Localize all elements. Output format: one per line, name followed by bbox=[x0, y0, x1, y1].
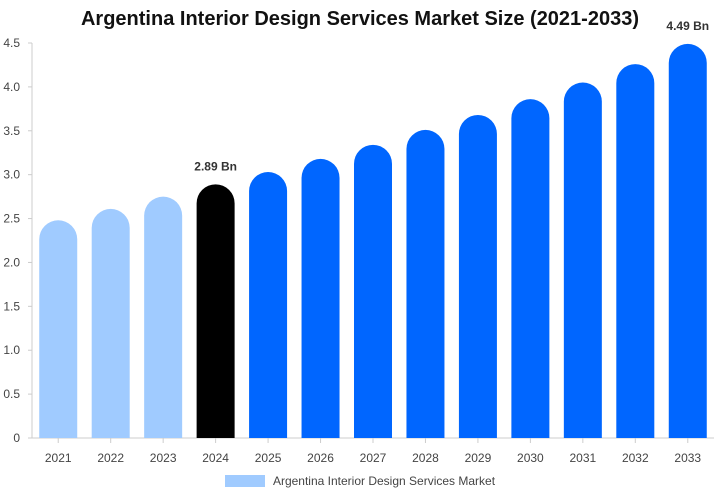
y-tick-label: 3.0 bbox=[3, 168, 20, 182]
data-label: 2.89 Bn bbox=[194, 159, 237, 173]
data-label: 4.49 Bn bbox=[666, 19, 709, 33]
y-tick-label: 1.0 bbox=[3, 343, 20, 357]
y-tick-label: 4.0 bbox=[3, 80, 20, 94]
legend: Argentina Interior Design Services Marke… bbox=[0, 474, 720, 488]
bar-2022 bbox=[91, 208, 130, 438]
x-tick-label: 2028 bbox=[412, 451, 439, 465]
x-tick-label: 2031 bbox=[569, 451, 596, 465]
bar-2025 bbox=[249, 172, 288, 439]
legend-swatch bbox=[224, 475, 265, 487]
x-tick-label: 2029 bbox=[465, 451, 492, 465]
x-tick-label: 2022 bbox=[97, 451, 124, 465]
bar-2028 bbox=[406, 129, 445, 438]
bar-2024 bbox=[196, 184, 235, 438]
x-tick-label: 2025 bbox=[255, 451, 282, 465]
bar-2023 bbox=[144, 196, 183, 438]
bar-2033 bbox=[668, 43, 707, 438]
y-tick-label: 2.5 bbox=[3, 212, 20, 226]
bar-2030 bbox=[511, 99, 550, 438]
y-tick-label: 0.5 bbox=[3, 387, 20, 401]
bar-2026 bbox=[301, 158, 340, 438]
y-tick-label: 2.0 bbox=[3, 255, 20, 269]
x-tick-label: 2033 bbox=[674, 451, 701, 465]
x-tick-label: 2026 bbox=[307, 451, 334, 465]
bar-2027 bbox=[354, 144, 392, 439]
x-tick-label: 2021 bbox=[45, 451, 72, 465]
x-tick-label: 2023 bbox=[150, 451, 177, 465]
x-tick-label: 2024 bbox=[202, 451, 229, 465]
bar-2032 bbox=[616, 64, 655, 439]
chart-title: Argentina Interior Design Services Marke… bbox=[80, 8, 639, 30]
x-tick-label: 2027 bbox=[360, 451, 387, 465]
bar-2029 bbox=[458, 114, 497, 438]
x-tick-label: 2030 bbox=[517, 451, 544, 465]
bar-2021 bbox=[39, 220, 78, 438]
y-tick-label: 0 bbox=[13, 431, 20, 445]
y-tick-label: 1.5 bbox=[3, 299, 20, 313]
y-tick-label: 3.5 bbox=[3, 124, 20, 138]
x-tick-label: 2032 bbox=[622, 451, 649, 465]
bar-2031 bbox=[563, 82, 602, 438]
y-tick-label: 4.5 bbox=[3, 36, 20, 50]
legend-label: Argentina Interior Design Services Marke… bbox=[272, 474, 496, 488]
